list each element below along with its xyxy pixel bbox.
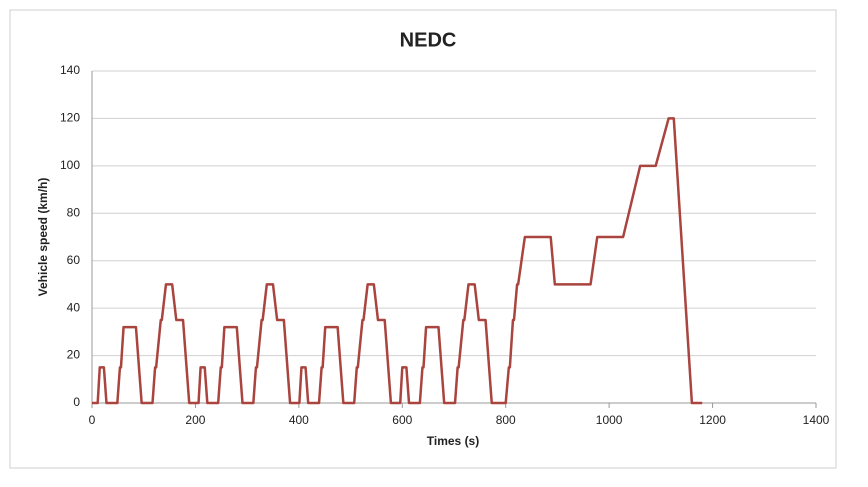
chart-title: NEDC	[400, 29, 457, 51]
x-tick-label: 800	[496, 413, 516, 427]
x-axis-label: Times (s)	[427, 434, 479, 448]
y-tick-label: 100	[60, 158, 80, 172]
x-tick-label: 1400	[803, 413, 830, 427]
chart-frame	[9, 9, 837, 469]
x-tick-label: 1200	[699, 413, 726, 427]
y-axis-label: Vehicle speed (km/h)	[36, 178, 50, 297]
x-tick-label: 200	[185, 413, 205, 427]
x-tick-label: 600	[392, 413, 412, 427]
y-tick-label: 120	[60, 111, 80, 125]
y-tick-label: 20	[67, 348, 81, 362]
y-tick-label: 0	[73, 395, 80, 409]
y-tick-label: 80	[67, 205, 81, 219]
x-tick-label: 400	[289, 413, 309, 427]
y-tick-label: 60	[67, 253, 81, 267]
speed-line	[92, 117, 703, 405]
y-tick-label: 40	[67, 300, 81, 314]
y-tick-label: 140	[60, 63, 80, 77]
x-tick-label: 1000	[596, 413, 623, 427]
x-tick-label: 0	[89, 413, 96, 427]
